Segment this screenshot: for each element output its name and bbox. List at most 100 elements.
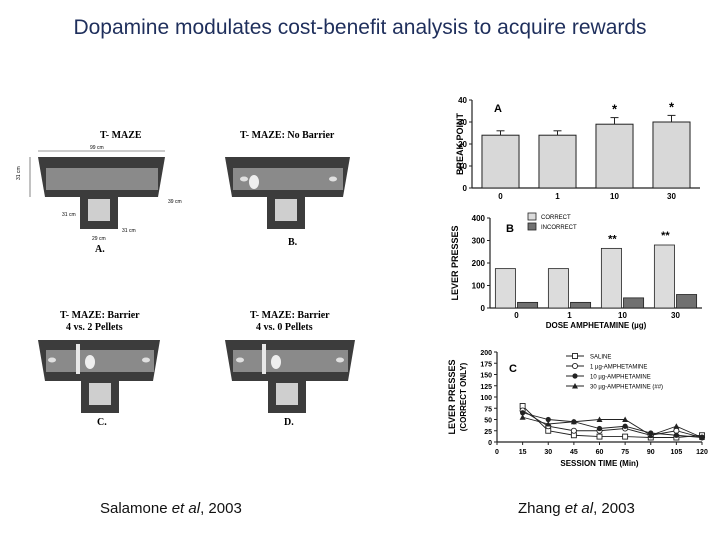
maze-a-dim-stem-w: 31 cm [122, 228, 136, 234]
maze-b-title: T- MAZE: No Barrier [240, 130, 335, 141]
maze-c-title: T- MAZE: Barrier [60, 310, 140, 321]
x-tick-label: 1 [555, 192, 560, 201]
citation-right-author: Zhang [518, 500, 561, 517]
bar [653, 244, 675, 309]
slide-title: Dopamine modulates cost-benefit analysis… [73, 16, 647, 39]
y-axis-title: LEVER PRESSES [447, 359, 457, 434]
x-tick-label: 1 [567, 311, 572, 320]
y-tick-label: 200 [480, 350, 492, 357]
bar [570, 301, 592, 309]
y-tick-label: 175 [480, 361, 492, 368]
panel-label-a: A [494, 103, 502, 115]
rat-icon [271, 355, 281, 369]
citation-right-year: , 2003 [593, 500, 635, 517]
x-tick-label: 0 [498, 192, 503, 201]
panel-label-c: C [509, 363, 517, 375]
barrier-icon [262, 344, 266, 374]
rat-icon [249, 175, 259, 189]
bar [481, 134, 520, 189]
data-point-10ug [545, 416, 551, 423]
significance-marker: ** [661, 230, 670, 242]
significance-marker: * [612, 102, 618, 117]
x-axis-title: SESSION TIME (Min) [560, 459, 639, 468]
data-point-30ug [545, 421, 552, 427]
bar [623, 297, 645, 309]
y-tick-label: 100 [472, 282, 486, 291]
data-point-10ug [622, 423, 628, 429]
data-point-1ug [673, 427, 680, 434]
data-point-10ug [572, 373, 578, 379]
series-line [522, 412, 703, 438]
legend-label: 1 µg-AMPHETAMINE [590, 365, 647, 371]
x-tick-label: 30 [544, 449, 552, 456]
maze-a-dim-box: 29 cm [92, 236, 106, 242]
bar [547, 268, 569, 309]
y-tick-label: 125 [480, 384, 492, 391]
y-tick-label: 300 [472, 237, 486, 246]
y-tick-label: 150 [480, 373, 492, 380]
y-tick-label: 40 [458, 96, 467, 105]
bar [517, 301, 539, 309]
y-tick-label: 0 [463, 184, 468, 193]
x-tick-label: 0 [514, 311, 519, 320]
x-tick-label: 10 [610, 192, 619, 201]
legend-swatch [527, 212, 537, 221]
y-tick-label: 200 [472, 259, 486, 268]
bar [676, 294, 698, 309]
data-point-30ug [647, 432, 654, 438]
data-point-30ug [572, 383, 578, 389]
bar [652, 121, 691, 189]
bar [538, 134, 577, 189]
series-line [522, 405, 703, 438]
bar [494, 268, 516, 309]
maze-d-diagram [225, 340, 355, 413]
maze-b-diagram [225, 157, 350, 229]
maze-d-label: D. [284, 417, 294, 428]
legend-label: INCORRECT [541, 225, 577, 231]
x-tick-label: 75 [621, 449, 629, 456]
y-axis-title: BREAK POINT [455, 113, 465, 176]
x-tick-label: 15 [519, 449, 527, 456]
maze-a-dim-width: 99 cm [90, 145, 104, 151]
series-line [522, 410, 703, 438]
data-point-10ug [596, 425, 603, 432]
data-point-30ug [699, 434, 705, 440]
maze-c-label: C. [97, 417, 107, 428]
x-tick-label: 30 [671, 311, 680, 320]
y-tick-label: 25 [484, 429, 492, 436]
y-axis-title-sub: (CORRECT ONLY) [459, 362, 468, 431]
y-tick-label: 75 [484, 406, 492, 413]
x-tick-label: 120 [696, 449, 708, 456]
x-tick-label: 90 [647, 449, 655, 456]
y-tick-label: 0 [488, 440, 492, 447]
citation-left-author: Salamone [100, 500, 168, 517]
significance-marker: * [669, 99, 675, 114]
data-point-30ug [596, 416, 603, 422]
maze-a-title: T- MAZE [100, 130, 142, 141]
series-line [522, 416, 703, 438]
barrier-icon [76, 344, 80, 374]
citation-right-etal: et al [564, 500, 594, 517]
y-tick-label: 50 [484, 418, 492, 425]
x-tick-label: 0 [495, 449, 499, 456]
bar [595, 123, 634, 189]
maze-panel-a: T- MAZE 99 cm 31 cm 39 cm 31 cm 31 cm 29… [16, 130, 182, 255]
maze-a-label: A. [95, 244, 105, 255]
y-tick-label: 10 [458, 162, 467, 171]
data-point-saline [572, 353, 578, 359]
maze-b-label: B. [288, 237, 298, 248]
maze-a-dim-stem: 31 cm [62, 212, 76, 218]
data-point-1ug [571, 362, 579, 370]
data-point-30ug [622, 416, 629, 422]
legend-swatch [527, 222, 537, 231]
data-point-1ug [570, 427, 577, 434]
maze-c-subtitle: 4 vs. 2 Pellets [66, 322, 123, 333]
maze-c-diagram [38, 340, 160, 413]
x-tick-label: 45 [570, 449, 578, 456]
legend-label: CORRECT [541, 215, 571, 221]
x-tick-label: 30 [667, 192, 676, 201]
data-point-30ug [673, 423, 680, 429]
y-tick-label: 0 [481, 304, 486, 313]
citation-left-year: , 2003 [200, 500, 242, 517]
